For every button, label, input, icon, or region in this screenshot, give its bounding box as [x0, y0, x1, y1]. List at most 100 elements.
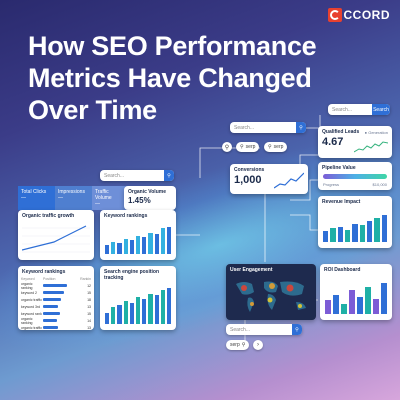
title-line-1: How SEO Performance	[28, 31, 317, 61]
qualified-leads-sparkline	[354, 141, 388, 153]
search-icon[interactable]: ⚲	[164, 170, 174, 181]
chart-bar	[117, 243, 122, 254]
chart-bar	[148, 233, 153, 254]
qualified-leads-card: Qualified Leads ● Generation 4.67	[318, 126, 392, 158]
position-bar	[43, 298, 61, 301]
chart-bar	[366, 221, 373, 242]
brand-logo-mark-icon	[327, 8, 342, 22]
serp-pill-1[interactable]: ⚲ serp	[236, 142, 260, 152]
search-input[interactable]: Search...	[104, 172, 125, 179]
search-icon: ⚲	[241, 342, 246, 348]
search-bar-bottom[interactable]: Search... ⚲	[226, 324, 302, 335]
chart-bar	[148, 294, 153, 324]
table-row: keyword 2 15	[21, 290, 91, 295]
table-header: Keyword Position Rankin	[21, 276, 91, 281]
card-title: User Engagement	[230, 267, 273, 273]
chart-bar	[166, 288, 172, 324]
page-title: How SEO Performance Metrics Have Changed…	[28, 30, 317, 126]
user-engagement-card: User Engagement	[226, 264, 316, 320]
revenue-impact-card: Revenue Impact	[318, 196, 392, 248]
conversions-card: Conversions 1,000	[230, 164, 308, 194]
table-row: keyword 3rd 13	[21, 304, 91, 309]
tab-impressions[interactable]: Impressions —	[55, 186, 92, 210]
tab-total-clicks[interactable]: Total Clicks —	[18, 186, 55, 210]
organic-growth-chart	[22, 225, 90, 253]
revenue-bars	[323, 215, 387, 242]
chart-bar	[352, 224, 358, 242]
tab-traffic-volume[interactable]: Traffic Volume —	[92, 186, 129, 210]
chart-bar	[359, 225, 365, 242]
organic-traffic-growth-card: Organic traffic growth	[18, 210, 94, 260]
search-icon[interactable]: ⚲	[296, 122, 306, 133]
card-title: Revenue Impact	[322, 199, 361, 205]
search-button[interactable]: Search	[372, 104, 390, 115]
table-row: organic traffic 18	[21, 297, 91, 302]
chart-bar	[160, 228, 165, 254]
serp-pill-2[interactable]: ⚲ serp	[264, 142, 288, 152]
search-icon: ⚲	[268, 144, 272, 150]
chart-bar	[129, 240, 134, 254]
chart-bar	[105, 245, 110, 254]
chart-bar	[373, 299, 379, 314]
qualified-leads-value: 4.67	[322, 136, 344, 148]
search-input[interactable]: Search...	[332, 106, 353, 113]
chevron-right-icon[interactable]: ›	[253, 340, 263, 350]
chart-bar	[123, 301, 128, 324]
pipeline-value-card: Pipeline Value Progress $10,000	[318, 162, 392, 190]
chart-bar	[142, 299, 147, 324]
chart-bar	[333, 295, 339, 314]
chart-bar	[357, 297, 363, 314]
search-input[interactable]: Search...	[234, 124, 255, 131]
keyword-rankings-table-card: Keyword rankings Keyword Position Rankin…	[18, 266, 94, 330]
position-tracking-card: Search engine position tracking	[100, 266, 176, 330]
position-bar	[43, 284, 67, 287]
chart-bar	[349, 290, 355, 314]
brand-logo-text: CCORD	[343, 8, 390, 22]
chart-bar	[135, 236, 141, 254]
conversions-sparkline	[274, 172, 304, 189]
search-icon[interactable]: ⚲	[292, 324, 302, 335]
chart-bar	[142, 237, 147, 254]
chart-bar	[154, 295, 159, 324]
chart-bar	[105, 313, 110, 324]
search-icon: ⚲	[240, 144, 244, 150]
search-icon[interactable]: ⚲	[222, 142, 232, 152]
search-bar-mid[interactable]: Search... ⚲	[230, 122, 306, 133]
serp-pill-3[interactable]: serp ⚲	[226, 340, 250, 350]
legend-generation: ● Generation	[364, 130, 388, 135]
chart-bar	[365, 287, 371, 314]
card-title: Organic Volume	[128, 189, 166, 195]
chart-bar	[154, 234, 159, 254]
card-title: ROI Dashboard	[324, 267, 361, 273]
chart-bar	[111, 307, 116, 324]
organic-volume-card: Organic Volume 1.45%	[124, 186, 176, 210]
card-title: Organic traffic growth	[22, 213, 75, 219]
card-title: Conversions	[234, 167, 265, 173]
roi-dashboard-card: ROI Dashboard	[320, 264, 392, 320]
keyword-rankings-bars	[105, 227, 172, 254]
metric-tabs: Total Clicks — Impressions — Traffic Volum…	[18, 186, 129, 210]
card-title: Search engine position tracking	[104, 269, 160, 281]
chart-bar	[323, 231, 329, 242]
chart-bar	[381, 283, 387, 314]
pipeline-value-amount: $10,000	[372, 182, 387, 187]
chart-bar	[135, 297, 141, 324]
card-title: Keyword rankings	[22, 269, 66, 275]
card-title: Qualified Leads	[322, 129, 360, 135]
chart-bar	[337, 227, 343, 242]
position-bar	[43, 291, 64, 294]
card-title: Pipeline Value	[322, 165, 356, 171]
pipeline-progress-label: Progress	[323, 182, 340, 187]
search-input[interactable]: Search...	[230, 326, 251, 333]
chart-bar	[123, 239, 128, 254]
search-bar-top[interactable]: Search... Search	[328, 104, 390, 115]
chart-bar	[325, 300, 331, 314]
position-tracking-bars	[105, 288, 172, 324]
chart-bar	[166, 227, 172, 254]
keyword-rows: organic ranking 12 keyword 2 15 organic traf…	[18, 282, 94, 330]
keyword-rankings-chart-card: Keyword rankings	[100, 210, 176, 260]
chart-bar	[341, 304, 347, 314]
search-bar-left[interactable]: Search... ⚲	[100, 170, 174, 181]
brand-logo: CCORD	[327, 8, 391, 22]
position-bar	[43, 326, 58, 329]
